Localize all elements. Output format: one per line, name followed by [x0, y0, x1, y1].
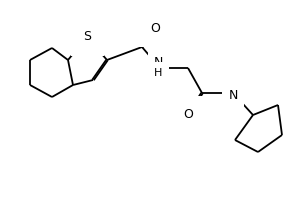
Text: S: S [83, 30, 91, 44]
Text: H: H [154, 68, 163, 78]
Text: O: O [150, 21, 160, 34]
Text: N: N [228, 88, 238, 102]
Text: O: O [183, 108, 193, 121]
Text: H: H [229, 82, 237, 92]
Text: N: N [154, 56, 163, 70]
